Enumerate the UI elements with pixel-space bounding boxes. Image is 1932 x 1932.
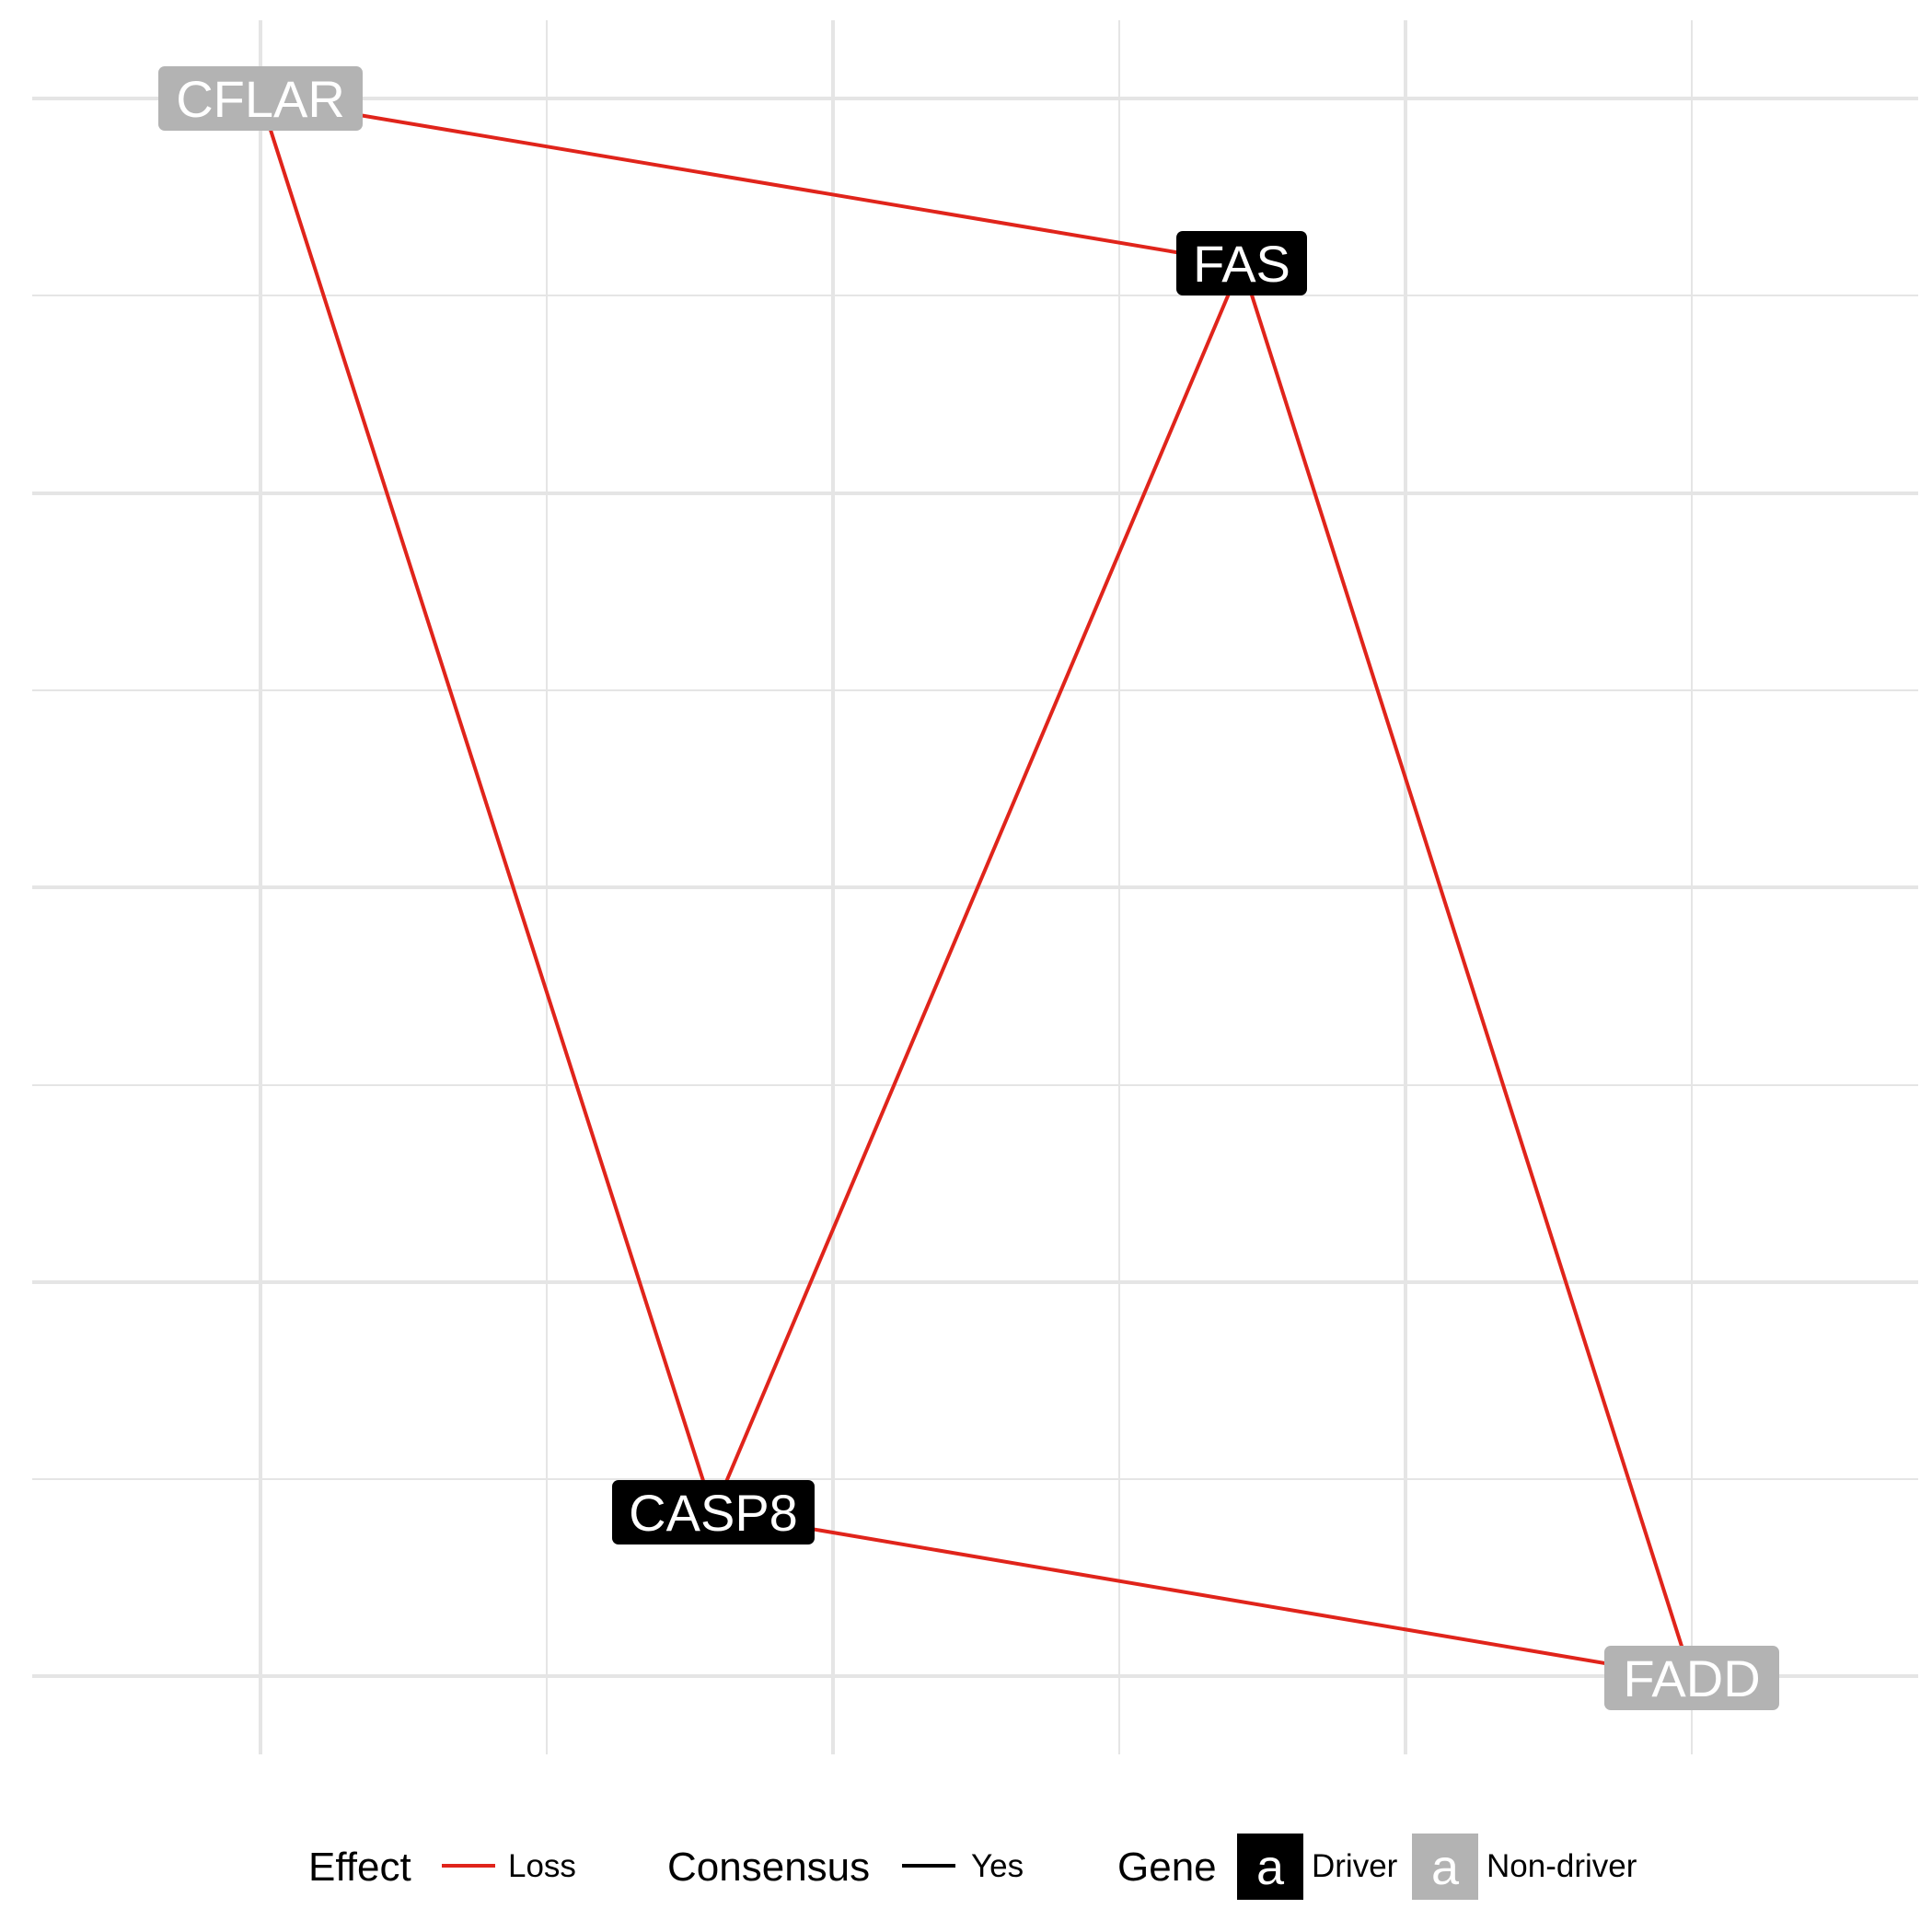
node-label: FAS [1193,235,1290,293]
legend: Effect Loss Consensus Yes Gene a Driver … [308,1834,1637,1900]
legend-gene-non-driver-key [1412,1834,1478,1900]
node-casp8: CASP8 [612,1480,815,1544]
nodes: CFLAR FAS CASP8 FADD [158,66,1779,1710]
node-box [158,66,363,131]
edge-cflar-fas [260,97,1243,265]
edge-casp8-fadd [712,1510,1693,1680]
node-box [612,1480,815,1544]
node-label: FADD [1623,1649,1760,1707]
legend-gene-driver-key-letter: a [1256,1840,1285,1895]
edges [259,97,1694,1680]
node-box [1604,1646,1779,1710]
node-label: CASP8 [629,1484,798,1542]
node-fadd: FADD [1604,1646,1779,1710]
legend-gene-non-driver-label: Non-driver [1487,1848,1637,1884]
legend-gene-non-driver-key-letter: a [1431,1840,1460,1895]
edge-cflar-casp8 [259,98,715,1513]
legend-effect-title: Effect [308,1845,411,1890]
legend-gene-driver-label: Driver [1312,1848,1398,1884]
edge-fas-casp8 [711,262,1244,1513]
legend-consensus-label: Yes [971,1848,1024,1884]
legend-gene-title: Gene [1117,1845,1217,1890]
legend-consensus-title: Consensus [667,1845,870,1890]
node-box [1176,231,1307,295]
edge-fas-fadd [1240,262,1694,1679]
node-cflar: CFLAR [158,66,363,131]
grid [32,20,1918,1754]
node-label: CFLAR [176,70,345,128]
legend-effect-label: Loss [508,1848,576,1884]
node-fas: FAS [1176,231,1307,295]
legend-gene-driver-key [1237,1834,1303,1900]
